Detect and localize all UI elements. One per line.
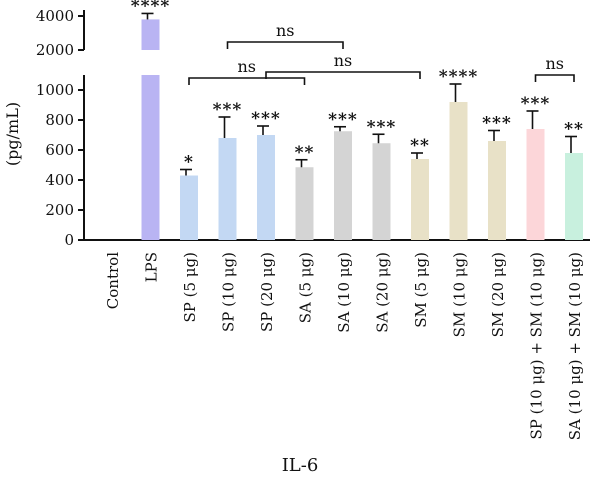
bracket-label: ns (334, 51, 353, 70)
bracket-label: ns (545, 54, 564, 73)
significance-marker: **** (439, 67, 479, 87)
significance-marker: ** (410, 136, 430, 156)
bracket-line (226, 41, 344, 49)
bar (449, 102, 468, 240)
x-axis-label: IL-6 (281, 455, 319, 476)
bracket-line (188, 77, 306, 85)
bracket-label: ns (237, 57, 256, 76)
bar-upper-segment (141, 19, 160, 50)
comparison-brackets-group: ns ns ns ns (188, 21, 575, 85)
comparison-bracket: ns (226, 21, 344, 49)
y-tick-label: 0 (64, 231, 74, 249)
y-axis-label: (pg/mL) (3, 102, 22, 166)
y-tick-label: 600 (45, 141, 74, 159)
category-label: SP (20 μg) (258, 252, 276, 332)
significance-marker: * (184, 153, 194, 173)
bar (526, 129, 545, 240)
bar (180, 175, 198, 240)
significance-marker: *** (328, 110, 358, 130)
category-label: SM (10 μg) (451, 252, 469, 337)
bar (295, 167, 314, 240)
y-tick-label: 2000 (36, 41, 74, 59)
significance-marker: ** (295, 143, 315, 163)
y-tick-label: 400 (45, 171, 74, 189)
y-tick-label: 800 (45, 111, 74, 129)
comparison-bracket: ns (534, 54, 575, 82)
bar (488, 141, 506, 240)
y-tick-label: 4000 (36, 7, 74, 25)
category-label: SA (20 μg) (374, 252, 392, 333)
bars-group (141, 19, 583, 240)
significance-marker: *** (251, 109, 281, 129)
category-label: SA (5 μg) (297, 252, 315, 323)
category-label: SA (10 μg) (335, 252, 353, 333)
bar (218, 138, 237, 240)
category-label: Control (104, 252, 122, 309)
bar (334, 131, 352, 240)
bracket-label: ns (276, 21, 295, 40)
error-bars-group (141, 12, 577, 176)
bar (257, 135, 275, 240)
significance-marker: *** (213, 100, 243, 120)
category-label: SP (10 μg) + SM (10 μg) (528, 252, 546, 439)
category-label: SM (5 μg) (412, 252, 430, 328)
significance-group: ******** ******** ***************** (131, 0, 584, 173)
y-tick-label: 200 (45, 201, 74, 219)
category-label: SP (5 μg) (181, 252, 199, 323)
significance-marker: *** (521, 94, 551, 114)
category-labels-group: Control LPS SP (5 μg) SP (10 μg) SP (20 μg) S… (104, 252, 584, 440)
comparison-bracket: ns (265, 51, 421, 79)
significance-marker: **** (131, 0, 171, 16)
significance-marker: ** (564, 120, 584, 140)
category-label: SM (20 μg) (489, 252, 507, 337)
significance-marker: *** (367, 117, 397, 137)
bar (565, 153, 583, 240)
bar (411, 159, 429, 240)
bar (372, 143, 391, 240)
significance-marker: *** (482, 114, 512, 134)
comparison-bracket: ns (188, 57, 306, 85)
category-label: SA (10 μg) + SM (10 μg) (566, 252, 584, 440)
bracket-line (534, 74, 575, 82)
category-label: SP (10 μg) (220, 252, 238, 332)
bar (141, 75, 160, 240)
bracket-line (265, 71, 421, 79)
y-ticks: 0 200 400 600 800 1000 2000 4000 (36, 7, 84, 249)
y-tick-label: 1000 (36, 81, 74, 99)
category-label: LPS (143, 252, 161, 282)
